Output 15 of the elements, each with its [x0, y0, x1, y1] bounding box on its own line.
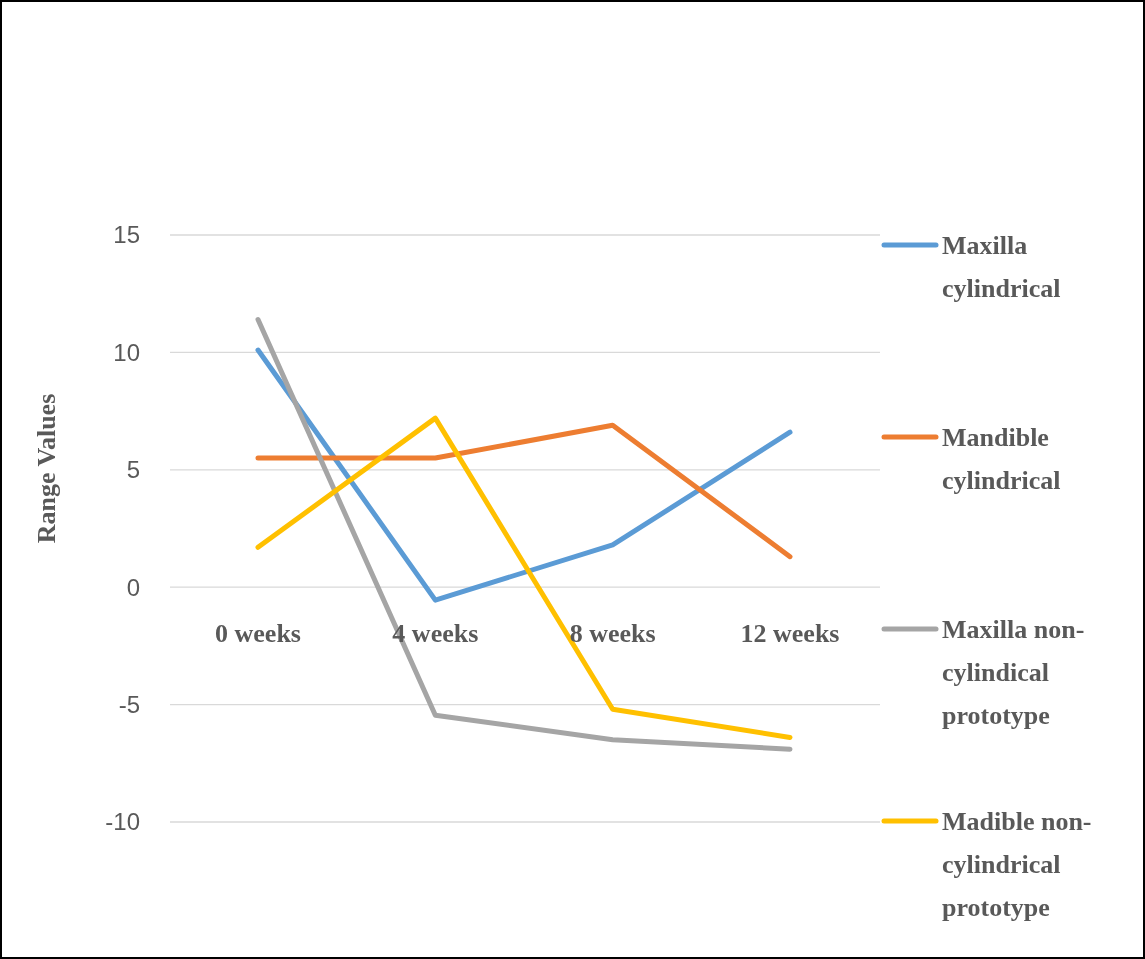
y-tick-label: -5 [118, 691, 140, 718]
y-tick-label: -10 [105, 808, 140, 836]
x-tick-label: 12 weeks [740, 619, 840, 648]
y-axis-title: Range Values [32, 393, 61, 544]
x-tick-label: 4 weeks [392, 619, 479, 648]
y-tick-label: 15 [113, 221, 140, 249]
legend-label: Maxilla non-cylindical prototype [942, 615, 1085, 731]
legend-label: Mandible cylindrical [942, 423, 1061, 496]
y-tick-label: 0 [126, 573, 140, 601]
y-tick-label: 10 [113, 338, 140, 366]
x-tick-label: 8 weeks [569, 619, 656, 648]
legend-label: Maxilla cylindrical [942, 231, 1061, 304]
x-tick-label: 0 weeks [215, 619, 301, 648]
y-tick-label: 5 [126, 456, 140, 484]
legend-label: Madible non-cylindrical prototype [942, 807, 1092, 923]
